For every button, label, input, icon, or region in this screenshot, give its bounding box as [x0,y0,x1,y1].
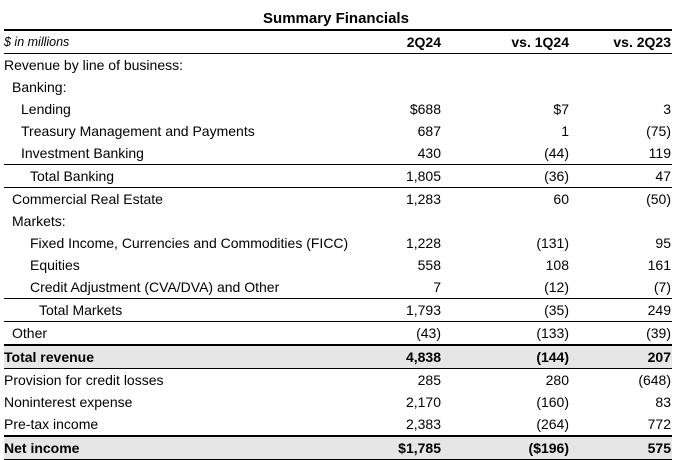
table-row: Other (43) (133) (39) [4,321,672,345]
value-2q24: 2,383 [405,416,441,432]
value-vs-1q24: (144) [460,344,572,369]
value-vs-2q23: (75) [646,123,671,139]
row-label: Total revenue [4,344,376,369]
value-vs-2q23: 119 [648,145,671,161]
value-vs-2q23: 83 [655,394,671,410]
table-row: Commercial Real Estate 1,283 60 (50) [4,187,672,210]
value-vs-2q23: (7) [653,279,671,295]
column-header-2q24: 2Q24 [376,29,460,54]
row-label: Noninterest expense [4,394,133,410]
value-vs-2q23: 772 [647,416,671,432]
value-vs-1q24 [460,54,572,77]
value-2q24: 2,170 [405,394,441,410]
value-vs-1q24: (264) [536,416,569,432]
column-header-vs-1q24: vs. 1Q24 [460,29,572,54]
subtotal-row: Total Banking 1,805 (36) 47 [4,164,672,188]
value-vs-2q23: 575 [572,435,672,460]
value-vs-2q23 [572,210,672,232]
value-vs-2q23: (50) [572,187,672,210]
value-2q24: 558 [417,257,441,273]
total-revenue-row: Total revenue 4,838 (144) 207 [4,344,672,369]
value-vs-2q23: 3 [663,101,671,117]
header-row: $ in millions 2Q24 vs. 1Q24 vs. 2Q23 [4,29,672,54]
value-vs-1q24: (35) [460,298,572,322]
value-vs-2q23: 207 [572,344,672,369]
value-vs-1q24: $7 [553,101,569,117]
summary-financials-table: $ in millions 2Q24 vs. 1Q24 vs. 2Q23 Rev… [4,29,672,460]
table-row: Markets: [4,210,672,232]
column-header-vs-2q23: vs. 2Q23 [572,29,672,54]
row-label: Revenue by line of business: [4,57,183,73]
row-label: Equities [30,257,80,273]
row-label: Lending [21,101,71,117]
value-vs-1q24: 108 [545,257,569,273]
value-vs-1q24: (44) [544,145,569,161]
table-title: Summary Financials [263,10,409,27]
table-row: Pre-tax income 2,383 (264) 772 [4,413,672,436]
value-vs-2q23 [572,54,672,77]
value-2q24 [376,76,460,98]
row-label: Provision for credit losses [4,372,164,388]
row-label: Net income [4,435,376,460]
row-label: Markets: [12,213,66,229]
row-label: Commercial Real Estate [4,187,376,210]
value-2q24 [376,54,460,77]
value-2q24: 1,283 [376,187,460,210]
value-2q24: (43) [376,321,460,345]
value-vs-1q24: (133) [460,321,572,345]
value-vs-2q23: (39) [572,321,672,345]
table-row: Noninterest expense 2,170 (160) 83 [4,391,672,413]
value-2q24: 1,793 [376,298,460,322]
net-income-row: Net income $1,785 ($196) 575 [4,435,672,460]
value-2q24: 285 [417,372,441,388]
value-vs-2q23: 161 [647,257,671,273]
table-row: Lending $688 $7 3 [4,98,672,120]
value-vs-1q24: 60 [460,187,572,210]
value-vs-1q24: (160) [536,394,569,410]
value-2q24: 4,838 [376,344,460,369]
value-2q24: 1,805 [376,164,460,188]
value-vs-1q24: (12) [544,279,569,295]
value-vs-2q23: 249 [572,298,672,322]
value-2q24: $1,785 [376,435,460,460]
value-vs-1q24: ($196) [460,435,572,460]
value-2q24: 687 [417,123,441,139]
row-label: Fixed Income, Currencies and Commodities… [30,235,349,251]
row-label: Other [4,321,376,345]
value-vs-1q24 [460,76,572,98]
value-2q24: 1,228 [405,235,441,251]
value-vs-1q24: (36) [460,164,572,188]
table-row: Treasury Management and Payments 687 1 (… [4,120,672,142]
units-label: $ in millions [4,29,376,54]
row-label: Investment Banking [21,145,144,161]
subtotal-row: Total Markets 1,793 (35) 249 [4,298,672,322]
row-label: Credit Adjustment (CVA/DVA) and Other [30,279,280,295]
row-label: Treasury Management and Payments [21,123,255,139]
value-2q24: $688 [409,101,441,117]
table-row: Revenue by line of business: [4,54,672,77]
value-vs-2q23: 47 [572,164,672,188]
value-vs-2q23: 95 [655,235,671,251]
value-2q24: 7 [433,279,441,295]
value-vs-1q24: 280 [545,372,569,388]
row-label: Pre-tax income [4,416,99,432]
value-vs-1q24: 1 [561,123,569,139]
row-label: Banking: [12,79,67,95]
table-row: Credit Adjustment (CVA/DVA) and Other 7 … [4,276,672,299]
value-vs-2q23: (648) [638,372,671,388]
value-vs-1q24: (131) [536,235,569,251]
table-row: Provision for credit losses 285 280 (648… [4,369,672,392]
value-vs-2q23 [572,76,672,98]
value-2q24 [376,210,460,232]
table-row: Equities 558 108 161 [4,254,672,276]
row-label: Total Markets [4,298,376,322]
table-row: Fixed Income, Currencies and Commodities… [4,232,672,254]
value-vs-1q24 [460,210,572,232]
value-2q24: 430 [417,145,441,161]
row-label: Total Banking [4,164,376,188]
table-row: Banking: [4,76,672,98]
table-row: Investment Banking 430 (44) 119 [4,142,672,165]
